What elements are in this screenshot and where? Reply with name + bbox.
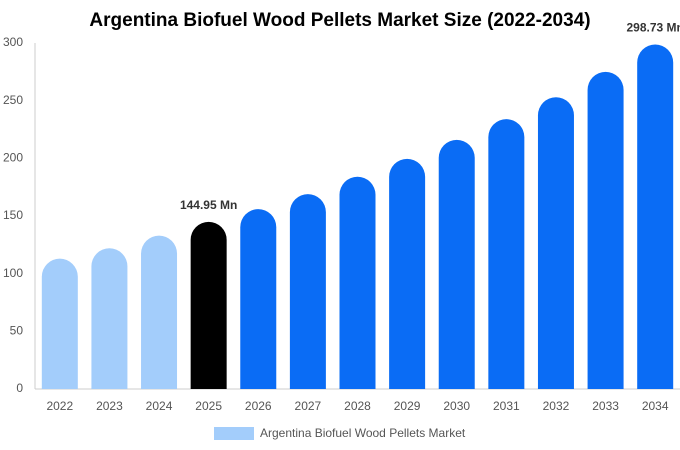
bar [587,71,624,389]
bar [339,176,376,389]
x-tick-label: 2031 [493,399,520,413]
chart-title: Argentina Biofuel Wood Pellets Market Si… [89,10,590,31]
bar [637,44,674,390]
y-tick-label: 50 [10,324,24,338]
y-tick-label: 150 [3,208,23,222]
bar [190,221,227,389]
x-tick-label: 2023 [96,399,123,413]
x-tick-label: 2029 [394,399,421,413]
x-tick-label: 2028 [344,399,371,413]
bar [488,119,525,390]
x-tick-label: 2034 [642,399,669,413]
bar [438,139,475,389]
value-label: 298.73 Mn [627,21,680,35]
x-tick-label: 2026 [245,399,272,413]
legend-label: Argentina Biofuel Wood Pellets Market [260,426,466,440]
bar [537,97,574,389]
x-tick-label: 2025 [195,399,222,413]
x-tick-label: 2032 [543,399,570,413]
bar [91,248,128,389]
bar [389,158,426,389]
bar [240,209,277,389]
x-tick-label: 2027 [295,399,322,413]
y-tick-label: 200 [3,151,23,165]
y-tick-label: 250 [3,93,23,107]
x-tick-label: 2024 [146,399,173,413]
bar [41,258,78,389]
x-tick-label: 2030 [443,399,470,413]
bar [141,235,178,389]
value-label: 144.95 Mn [180,198,237,212]
legend-swatch [214,427,254,440]
y-tick-label: 100 [3,266,23,280]
y-tick-label: 300 [3,35,23,49]
y-tick-label: 0 [16,381,23,395]
bar [289,194,326,389]
x-tick-label: 2033 [592,399,619,413]
x-tick-label: 2022 [46,399,73,413]
